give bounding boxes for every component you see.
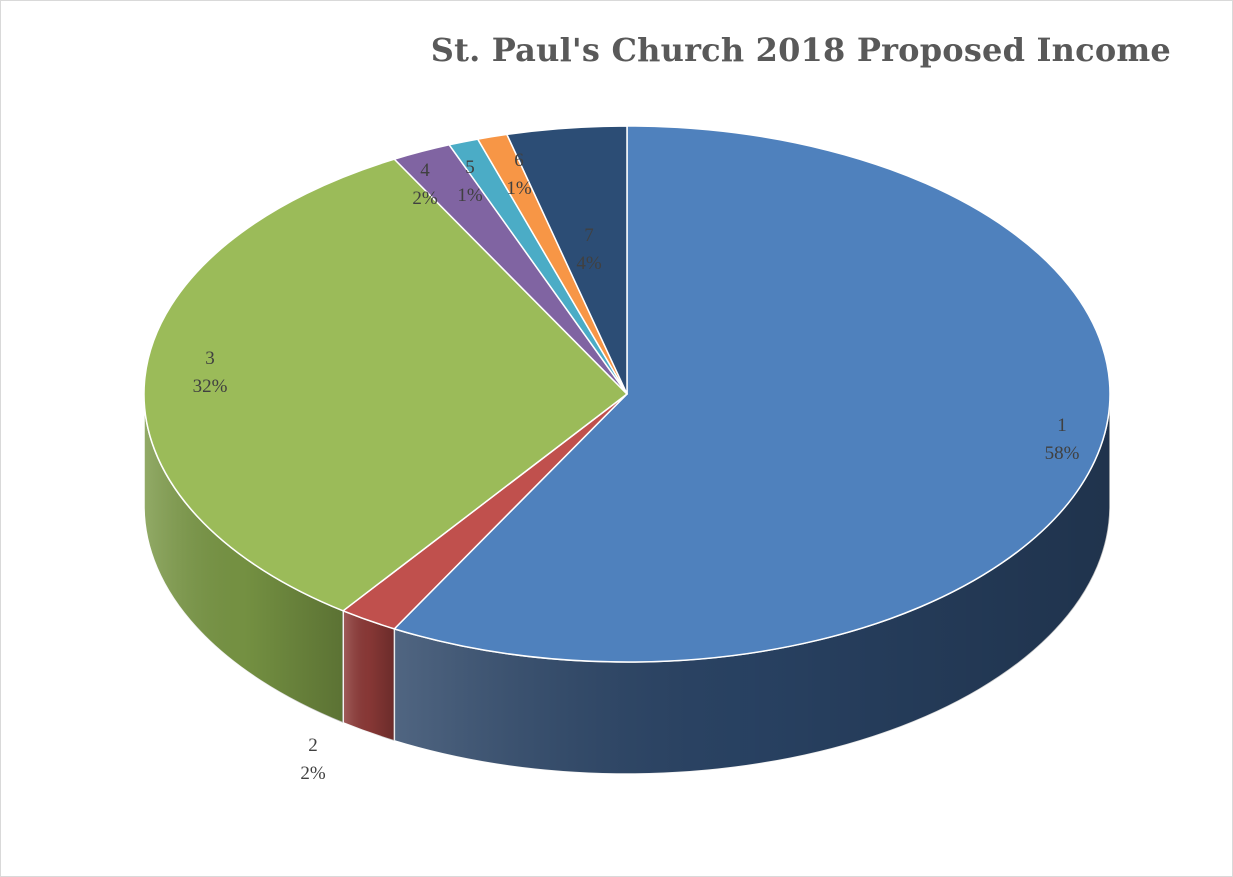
pie-slice-1[interactable]: [393, 125, 1111, 663]
chart-title: St. Paul's Church 2018 Proposed Income: [430, 31, 1171, 69]
data-label-value-4: 2%: [412, 188, 438, 209]
data-label-category-5: 5: [465, 157, 475, 178]
data-label-value-7: 4%: [576, 253, 602, 274]
data-label-category-3: 3: [205, 348, 215, 369]
pie-slices: [143, 125, 1111, 663]
data-label-category-7: 7: [584, 225, 594, 246]
data-labels: 1 58% 2 2% 3 32% 4 2% 5 1% 6 1% 7 4%: [193, 150, 1080, 784]
data-label-category-4: 4: [420, 160, 430, 181]
pie-slice-3[interactable]: [143, 158, 628, 612]
data-label-category-6: 6: [514, 150, 524, 171]
data-label-value-1: 58%: [1045, 443, 1080, 464]
data-label-category-1: 1: [1057, 415, 1067, 436]
pie-side-2: [342, 609, 396, 742]
pie-slice-7[interactable]: [506, 125, 628, 395]
data-label-value-3: 32%: [193, 376, 228, 397]
data-label-value-2: 2%: [300, 763, 326, 784]
data-label-value-6: 1%: [506, 178, 532, 199]
data-label-value-5: 1%: [457, 185, 483, 206]
data-label-category-2: 2: [308, 735, 318, 756]
